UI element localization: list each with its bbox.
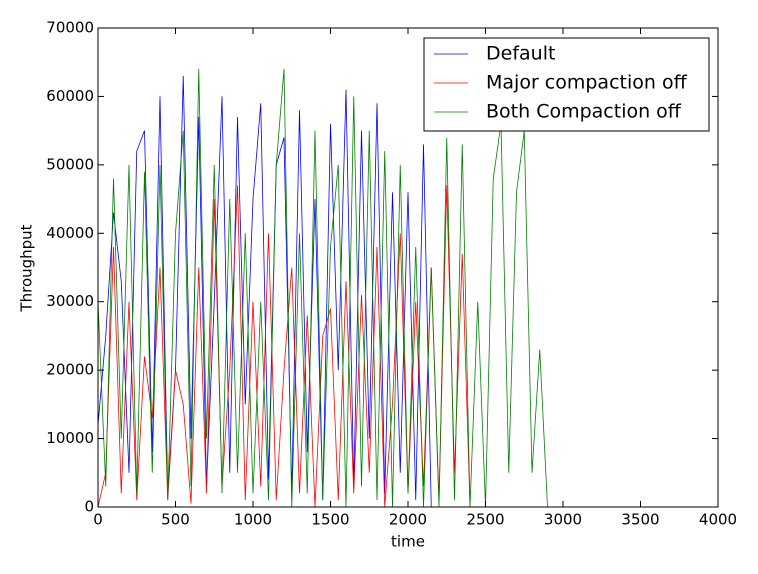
- y-tick-label: 40000: [46, 224, 94, 242]
- legend-box: [423, 37, 710, 132]
- y-axis-label: Throughput: [18, 224, 36, 312]
- x-tick-label: 4000: [699, 511, 737, 529]
- x-tick-label: 2500: [466, 511, 504, 529]
- x-tick-label: 500: [161, 511, 190, 529]
- y-tick-label: 50000: [46, 155, 94, 173]
- x-tick-label: 0: [93, 511, 103, 529]
- y-tick-label: 0: [84, 498, 94, 516]
- y-tick-label: 60000: [46, 87, 94, 105]
- y-tick-label: 20000: [46, 361, 94, 379]
- x-tick-label: 2000: [389, 511, 427, 529]
- x-tick-label: 3000: [544, 511, 582, 529]
- x-tick-label: 1500: [311, 511, 349, 529]
- legend-label: Both Compaction off: [486, 101, 682, 123]
- series-line: [97, 69, 711, 508]
- x-axis-label: time: [391, 533, 425, 551]
- y-tick-label: 70000: [46, 19, 94, 37]
- x-tick-label: 3500: [621, 511, 659, 529]
- y-tick-label: 10000: [46, 429, 94, 447]
- legend-label: Default: [486, 43, 555, 65]
- legend-label: Major compaction off: [486, 72, 688, 94]
- y-tick-label: 30000: [46, 292, 94, 310]
- x-tick-label: 1000: [234, 511, 272, 529]
